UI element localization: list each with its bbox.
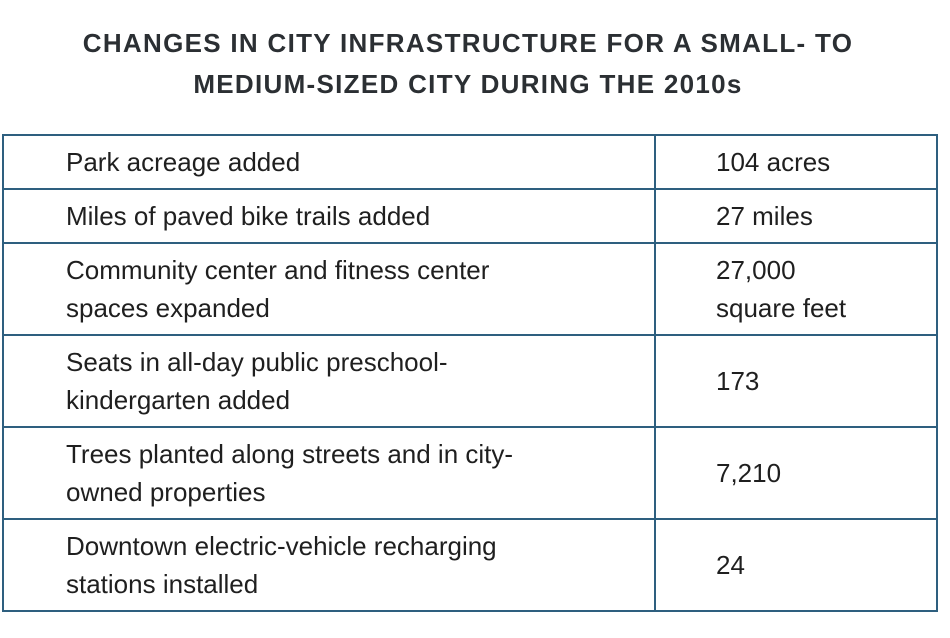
row-label-line: Park acreage added [66,147,301,177]
row-value: 7,210 [654,426,938,520]
row-label-line: Miles of paved bike trails added [66,201,431,231]
row-value: 173 [654,334,938,428]
table-row: Miles of paved bike trails added 27 mile… [2,188,938,244]
row-label: Community center and fitness center spac… [2,242,656,336]
row-label-line: kindergarten added [66,385,291,415]
row-value-line: 7,210 [716,458,782,488]
row-label-line: Community center and fitness center [66,255,490,285]
row-label: Downtown electric-vehicle recharging sta… [2,518,656,612]
table-title-line-1: CHANGES IN CITY INFRASTRUCTURE FOR A SMA… [82,28,854,58]
table-row: Seats in all-day public preschool- kinde… [2,334,938,428]
table-row: Downtown electric-vehicle recharging sta… [2,518,938,612]
row-label: Trees planted along streets and in city-… [2,426,656,520]
row-value-line: 27,000 [716,255,796,285]
row-label-line: Downtown electric-vehicle recharging [66,531,497,561]
row-value: 24 [654,518,938,612]
row-value: 27 miles [654,188,938,244]
row-label-line: Trees planted along streets and in city- [66,439,514,469]
row-label: Seats in all-day public preschool- kinde… [2,334,656,428]
table-row: Community center and fitness center spac… [2,242,938,336]
table-title-line-2: MEDIUM-SIZED CITY DURING THE 2010s [193,69,743,99]
row-value-line: 24 [716,550,745,580]
table-title: CHANGES IN CITY INFRASTRUCTURE FOR A SMA… [0,23,936,105]
row-value-line: 173 [716,366,760,396]
row-label: Park acreage added [2,134,656,190]
infrastructure-table: Park acreage added 104 acres Miles of pa… [2,134,938,612]
row-label-line: Seats in all-day public preschool- [66,347,448,377]
table-row: Park acreage added 104 acres [2,134,938,190]
row-label-line: spaces expanded [66,293,270,323]
row-label: Miles of paved bike trails added [2,188,656,244]
table-row: Trees planted along streets and in city-… [2,426,938,520]
row-value: 27,000 square feet [654,242,938,336]
row-value: 104 acres [654,134,938,190]
row-label-line: owned properties [66,477,266,507]
row-value-line: square feet [716,293,847,323]
row-value-line: 104 acres [716,147,831,177]
row-label-line: stations installed [66,569,259,599]
row-value-line: 27 miles [716,201,813,231]
